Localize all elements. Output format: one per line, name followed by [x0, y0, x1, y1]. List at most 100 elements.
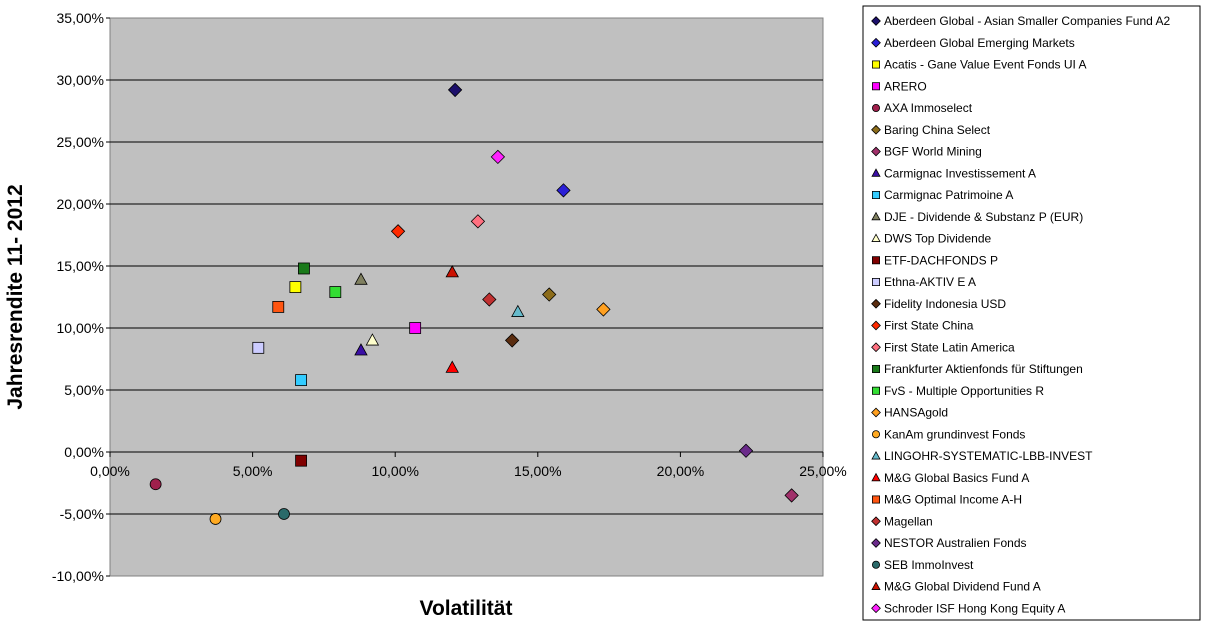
legend-entry-label: SEB ImmoInvest — [884, 558, 974, 572]
data-point — [272, 301, 285, 313]
legend-marker — [871, 342, 881, 353]
legend-entry-label: NESTOR Australien Fonds — [884, 536, 1027, 550]
data-point — [278, 508, 290, 520]
data-point — [556, 183, 571, 198]
y-tick-label: 5,00% — [64, 382, 104, 398]
legend-marker — [871, 233, 881, 242]
legend-entry-label: Fidelity Indonesia USD — [884, 297, 1006, 311]
data-point — [298, 262, 310, 275]
legend-marker — [872, 104, 881, 113]
plot-area — [109, 17, 824, 577]
legend-marker — [872, 560, 881, 569]
legend-box — [862, 5, 1201, 621]
data-point — [354, 343, 368, 356]
legend-entry-label: Magellan — [884, 514, 933, 528]
legend-entry-label: ETF-DACHFONDS P — [884, 253, 998, 267]
legend-marker — [872, 386, 881, 395]
legend-entry-label: HANSAgold — [884, 406, 948, 420]
legend-marker — [871, 516, 881, 527]
data-point — [738, 443, 754, 458]
legend-marker — [872, 256, 881, 265]
legend-entry-label: FvS - Multiple Opportunities R — [884, 384, 1044, 398]
legend-entry-label: First State Latin America — [884, 340, 1015, 354]
legend-entry-label: Carmignac Patrimoine A — [884, 188, 1013, 202]
data-point — [596, 302, 611, 317]
y-axis-title: Jahresrendite 11- 2012 — [4, 184, 27, 409]
legend-marker — [872, 430, 881, 439]
legend-entry-label: Acatis - Gane Value Event Fonds UI A — [884, 58, 1087, 72]
legend-marker — [871, 146, 881, 157]
legend-entry-label: DWS Top Dividende — [884, 232, 991, 246]
legend-entry-label: Schroder ISF Hong Kong Equity A — [884, 601, 1065, 615]
x-axis-ticks: 0,00% 5,00% 10,00% 15,00% 20,00% 25,00% — [90, 452, 847, 479]
legend-marker — [871, 16, 881, 26]
data-point — [365, 333, 380, 346]
legend-entry-label: First State China — [884, 319, 974, 333]
y-axis-ticks: -10,00% -5,00% 0,00% 5,00% 10,00% 15,00% 20,00… — [52, 10, 110, 584]
data-point — [252, 341, 265, 354]
legend-marker — [871, 407, 881, 418]
y-tick-label: 10,00% — [57, 320, 104, 336]
y-tick-label: 20,00% — [57, 196, 104, 212]
data-point — [470, 214, 486, 229]
legend-marker — [872, 364, 881, 373]
legend-marker — [872, 60, 881, 69]
data-point — [409, 322, 422, 334]
data-point — [390, 224, 406, 239]
legend-entry-label: Ethna-AKTIV E A — [884, 275, 976, 289]
legend: Aberdeen Global - Asian Smaller Companie… — [871, 14, 1170, 615]
x-tick-label: 25,00% — [799, 463, 846, 479]
x-tick-label: 0,00% — [90, 463, 130, 479]
data-point — [542, 287, 557, 302]
data-point — [490, 149, 506, 165]
x-axis-title: Volatilität — [420, 597, 513, 620]
legend-marker — [871, 168, 881, 177]
legend-marker — [871, 37, 881, 48]
legend-entry-label: BGF World Mining — [884, 145, 982, 159]
data-points — [149, 82, 799, 525]
data-point — [482, 292, 497, 307]
legend-entry-label: KanAm grundinvest Fonds — [884, 427, 1025, 441]
legend-entry-label: ARERO — [884, 79, 927, 93]
y-tick-label: 15,00% — [57, 258, 104, 274]
legend-entry-label: Frankfurter Aktienfonds für Stiftungen — [884, 362, 1083, 376]
legend-entry-label: M&G Global Basics Fund A — [884, 471, 1029, 485]
legend-marker — [871, 581, 881, 590]
y-tick-label: -10,00% — [52, 568, 104, 584]
legend-marker — [871, 451, 881, 460]
legend-entry-label: Carmignac Investissement A — [884, 166, 1036, 180]
y-tick-label: 0,00% — [64, 444, 104, 460]
legend-marker — [871, 603, 881, 614]
y-tick-label: 30,00% — [57, 72, 104, 88]
data-point — [149, 478, 162, 491]
legend-marker — [871, 472, 881, 482]
data-point — [295, 454, 307, 467]
legend-marker — [871, 298, 881, 309]
legend-marker — [871, 211, 881, 221]
data-point — [445, 360, 459, 373]
legend-entry-label: LINGOHR-SYSTEMATIC-LBB-INVEST — [884, 449, 1093, 463]
legend-marker — [871, 320, 881, 331]
legend-entry-label: Baring China Select — [884, 123, 991, 137]
legend-marker — [872, 277, 881, 286]
y-tick-label: 25,00% — [57, 134, 104, 150]
legend-marker — [872, 82, 881, 91]
x-tick-label: 10,00% — [371, 463, 418, 479]
x-tick-label: 5,00% — [233, 463, 273, 479]
data-point — [504, 333, 520, 348]
y-tick-label: -5,00% — [60, 506, 104, 522]
legend-entry-label: M&G Global Dividend Fund A — [884, 580, 1041, 594]
data-point — [447, 82, 463, 98]
x-tick-label: 15,00% — [514, 463, 561, 479]
data-point — [511, 304, 525, 317]
legend-entry-label: Aberdeen Global Emerging Markets — [884, 36, 1075, 50]
data-point — [354, 272, 368, 285]
legend-entry-label: AXA Immoselect — [884, 101, 973, 115]
data-point — [295, 374, 307, 386]
legend-marker — [872, 495, 881, 504]
data-point — [289, 281, 302, 293]
legend-entry-label: Aberdeen Global - Asian Smaller Companie… — [884, 14, 1170, 28]
legend-marker — [872, 190, 881, 199]
data-point — [209, 513, 222, 525]
